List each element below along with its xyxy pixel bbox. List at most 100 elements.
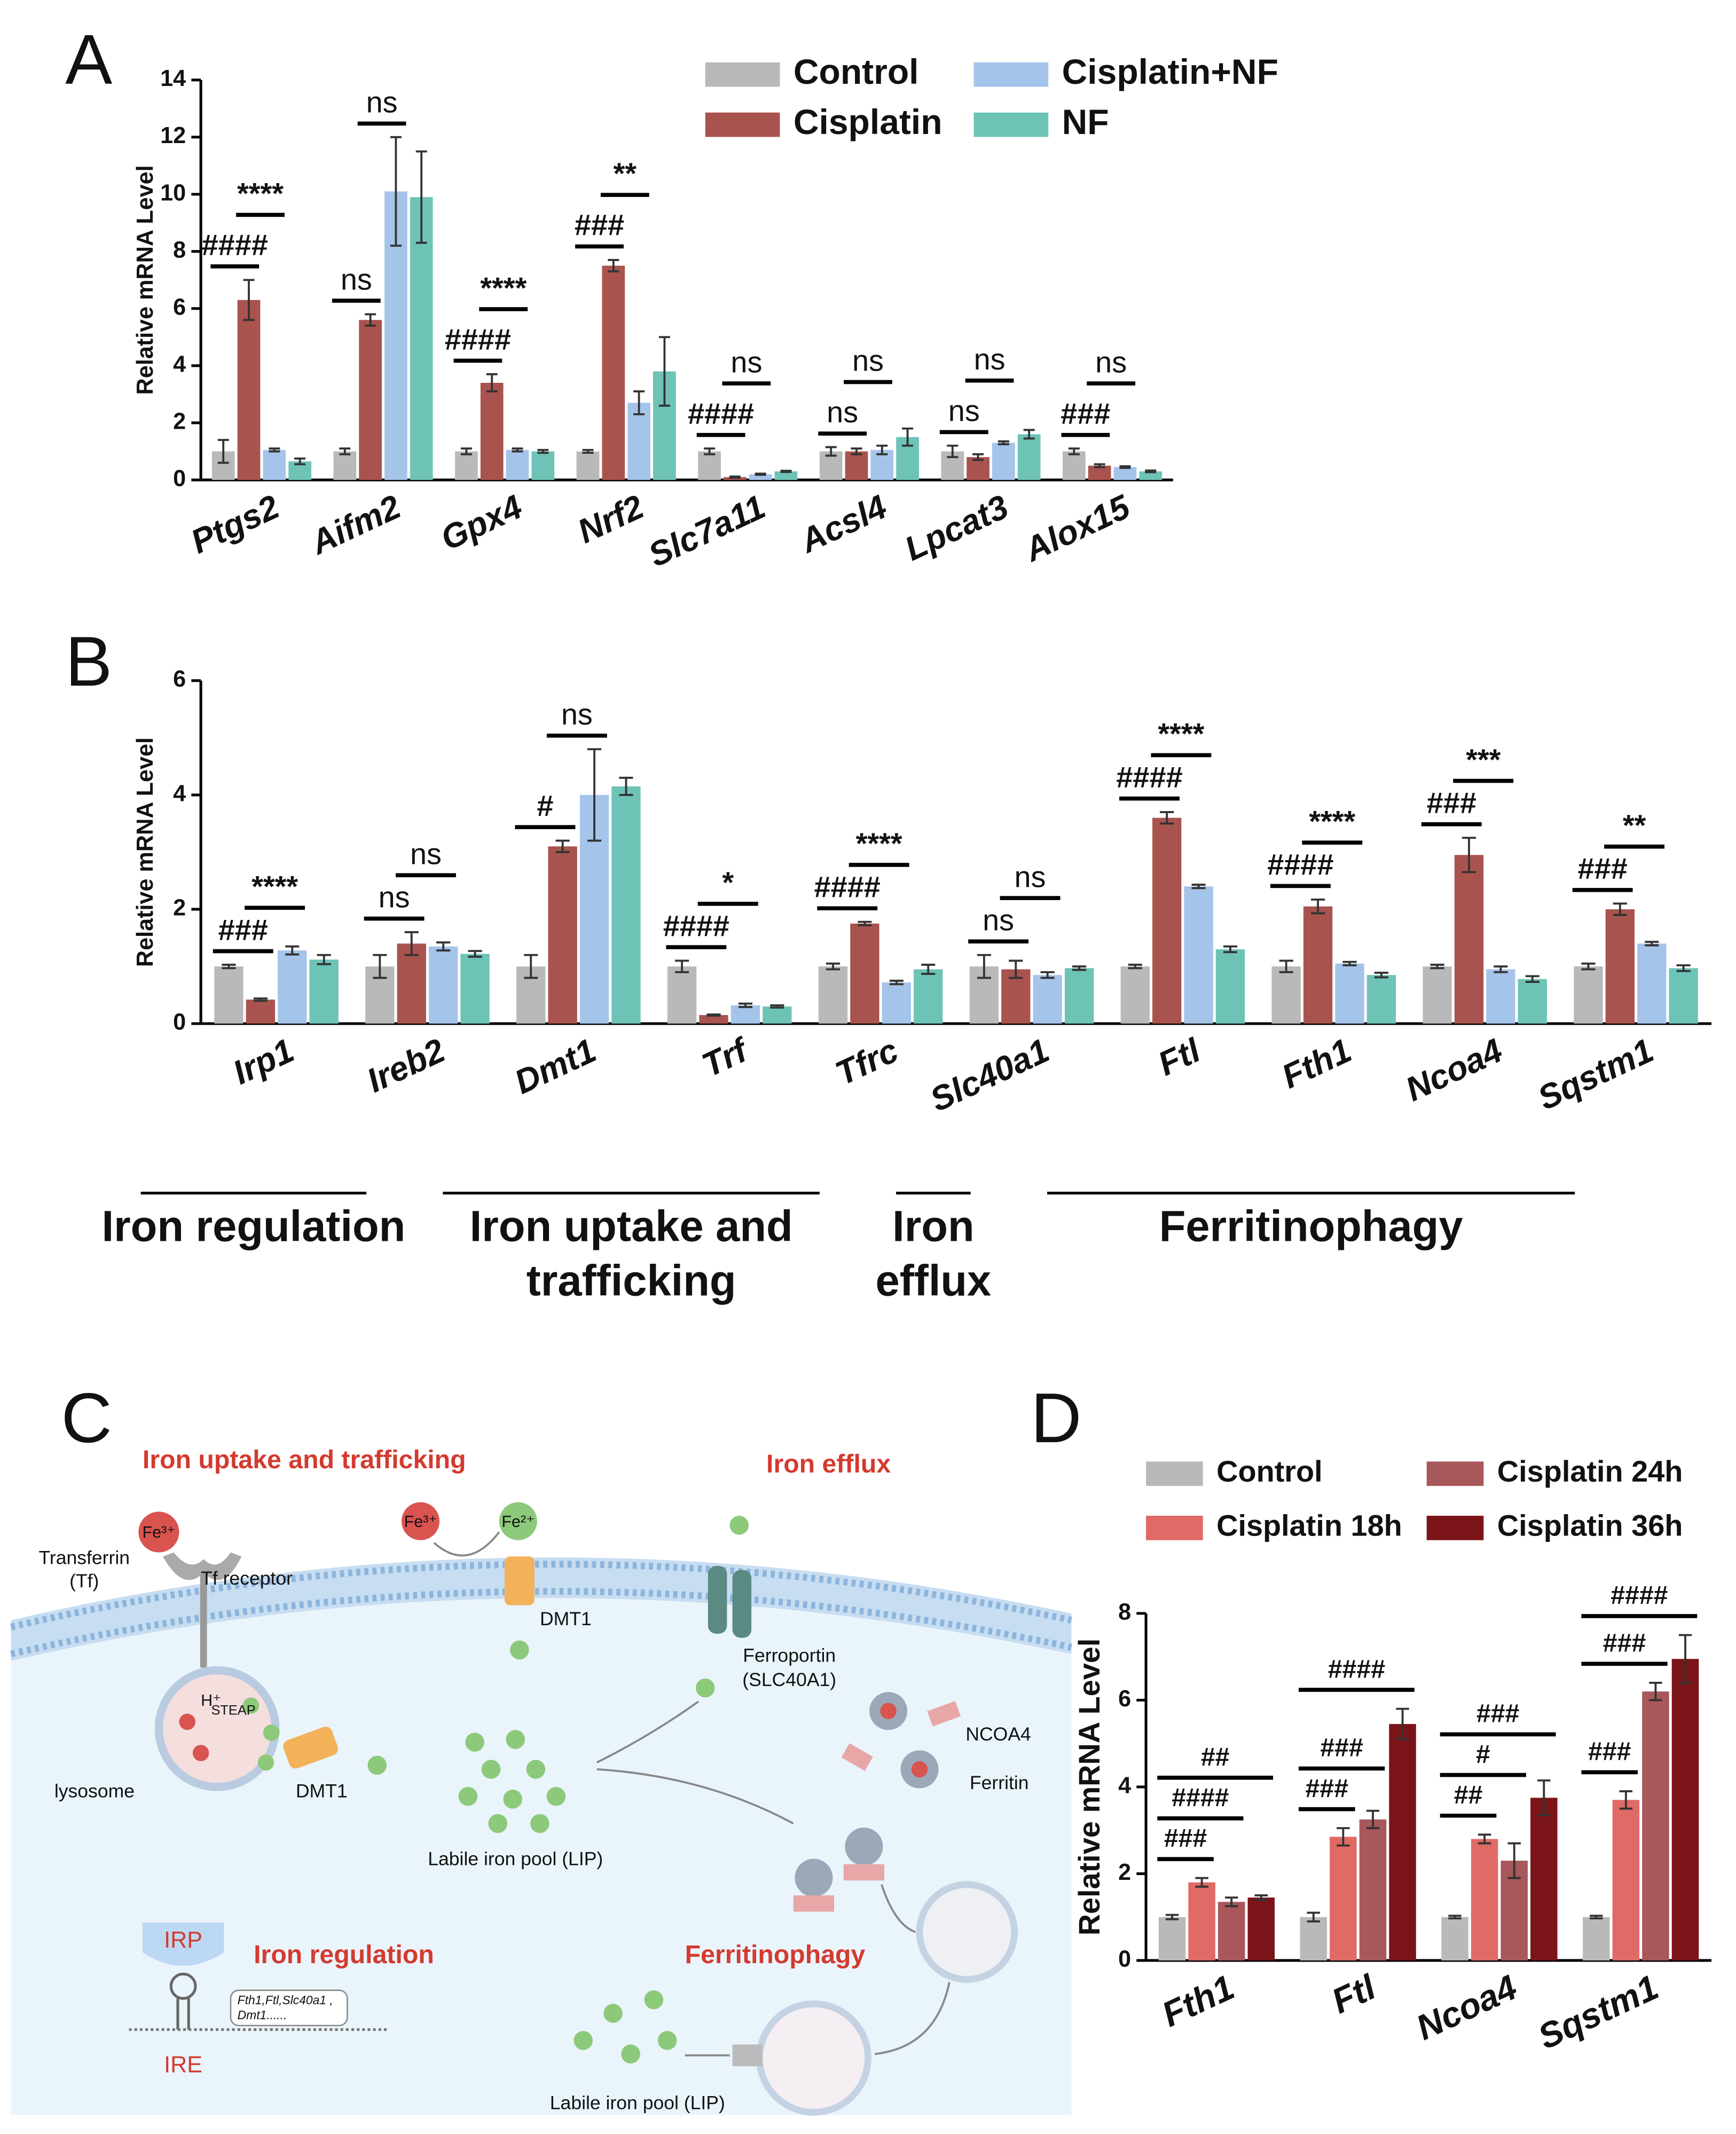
significance-label: #### <box>1611 1581 1668 1610</box>
error-bar <box>997 440 1009 445</box>
label: Transferrin <box>38 1547 130 1569</box>
significance-label: ns <box>561 697 593 731</box>
error-bar <box>1191 884 1206 889</box>
bar <box>309 959 339 1024</box>
hairpin <box>169 1972 197 2000</box>
bar <box>1330 1837 1357 1960</box>
bar <box>1441 1917 1468 1960</box>
y-tick-label: 4 <box>173 781 186 806</box>
iron <box>621 2044 640 2064</box>
iron <box>179 1713 195 1730</box>
error-bar <box>1676 964 1691 972</box>
ncoa4 <box>927 1700 961 1727</box>
error-bar <box>876 444 888 455</box>
error-bar <box>1613 902 1627 916</box>
error-bar <box>1374 972 1388 979</box>
significance-label: ### <box>1578 852 1628 885</box>
error-bar <box>1195 1877 1208 1888</box>
arrow <box>596 1700 700 1763</box>
autophagosome <box>916 1881 1018 1983</box>
bar <box>1454 855 1484 1024</box>
significance-label: ** <box>614 156 637 190</box>
bar <box>882 982 911 1024</box>
error-bar <box>1223 945 1238 954</box>
bar <box>1120 966 1150 1024</box>
bar <box>263 450 286 480</box>
error-bar <box>1478 1833 1491 1845</box>
section-title: Iron uptake and trafficking <box>143 1445 466 1474</box>
iron <box>242 1697 260 1714</box>
error-bar <box>1119 465 1131 469</box>
label: Tf receptor <box>201 1568 293 1589</box>
dmt1-channel <box>283 1727 339 1769</box>
error-bar <box>658 336 670 407</box>
significance-label: ns <box>410 837 442 870</box>
error-bar <box>1581 962 1596 971</box>
bar <box>1064 968 1094 1024</box>
label: Ferritin <box>970 1772 1029 1793</box>
tf-receptor <box>163 1552 242 1580</box>
section-title: Iron efflux <box>766 1450 891 1478</box>
error-bar <box>1678 1634 1692 1684</box>
significance-label: #### <box>445 322 511 356</box>
significance-label: ns <box>852 344 884 377</box>
bar <box>1669 968 1698 1024</box>
bar <box>763 1006 792 1024</box>
legend-swatch <box>705 62 780 87</box>
significance-label: #### <box>1267 848 1333 881</box>
bar <box>246 999 276 1024</box>
legend-label: Cisplatin+NF <box>1062 52 1278 91</box>
bar <box>1033 975 1062 1024</box>
bar <box>397 943 426 1024</box>
legend-swatch <box>973 62 1049 87</box>
error-bar <box>977 954 991 979</box>
significance-label: ### <box>1427 786 1476 820</box>
significance-label: ns <box>948 394 980 428</box>
ferritin <box>795 1859 833 1897</box>
bar <box>1612 1800 1640 1960</box>
bar <box>359 320 382 480</box>
bar <box>1017 434 1041 480</box>
iron <box>510 1640 529 1660</box>
label: Labile iron pool (LIP) <box>550 2092 725 2114</box>
iron <box>488 1814 508 1833</box>
y-tick-label: 0 <box>1118 1946 1131 1972</box>
bar <box>1530 1798 1558 1960</box>
error-bar <box>1430 964 1444 970</box>
significance-label: ns <box>1015 860 1046 893</box>
significance-label: ### <box>1603 1629 1646 1658</box>
y-tick-label: 8 <box>1118 1599 1131 1625</box>
error-bar <box>1040 971 1055 979</box>
error-bar <box>1649 1681 1662 1702</box>
iron <box>657 2031 677 2050</box>
membrane-lipids <box>10 1561 1072 1631</box>
bar <box>1188 1882 1215 1960</box>
panel-letter: B <box>65 621 112 700</box>
significance-label: ns <box>341 262 372 296</box>
significance-label: *** <box>1466 743 1501 776</box>
error-bar <box>468 950 482 958</box>
label: lysosome <box>54 1780 135 1801</box>
bar <box>410 197 433 480</box>
error-bar <box>1619 1790 1633 1810</box>
significance-label: ns <box>974 342 1006 376</box>
legend-label: Control <box>794 52 919 91</box>
significance-label: #### <box>688 397 754 430</box>
bar <box>1518 979 1547 1024</box>
bar <box>1215 949 1245 1024</box>
significance-label: ### <box>218 913 268 947</box>
significance-label: ## <box>1454 1781 1483 1809</box>
group-label: Iron <box>892 1202 974 1251</box>
error-bar <box>921 964 936 975</box>
significance-label: #### <box>1172 1783 1229 1812</box>
group-label: trafficking <box>527 1256 736 1305</box>
bar <box>1423 966 1452 1024</box>
iron <box>644 1990 664 2010</box>
bar <box>1366 975 1396 1024</box>
label: H⁺ <box>201 1691 221 1710</box>
y-tick-label: 4 <box>173 351 186 377</box>
significance-label: ns <box>366 85 398 119</box>
bar <box>1158 1917 1186 1960</box>
iron <box>263 1724 280 1741</box>
error-bar <box>1537 1779 1551 1816</box>
